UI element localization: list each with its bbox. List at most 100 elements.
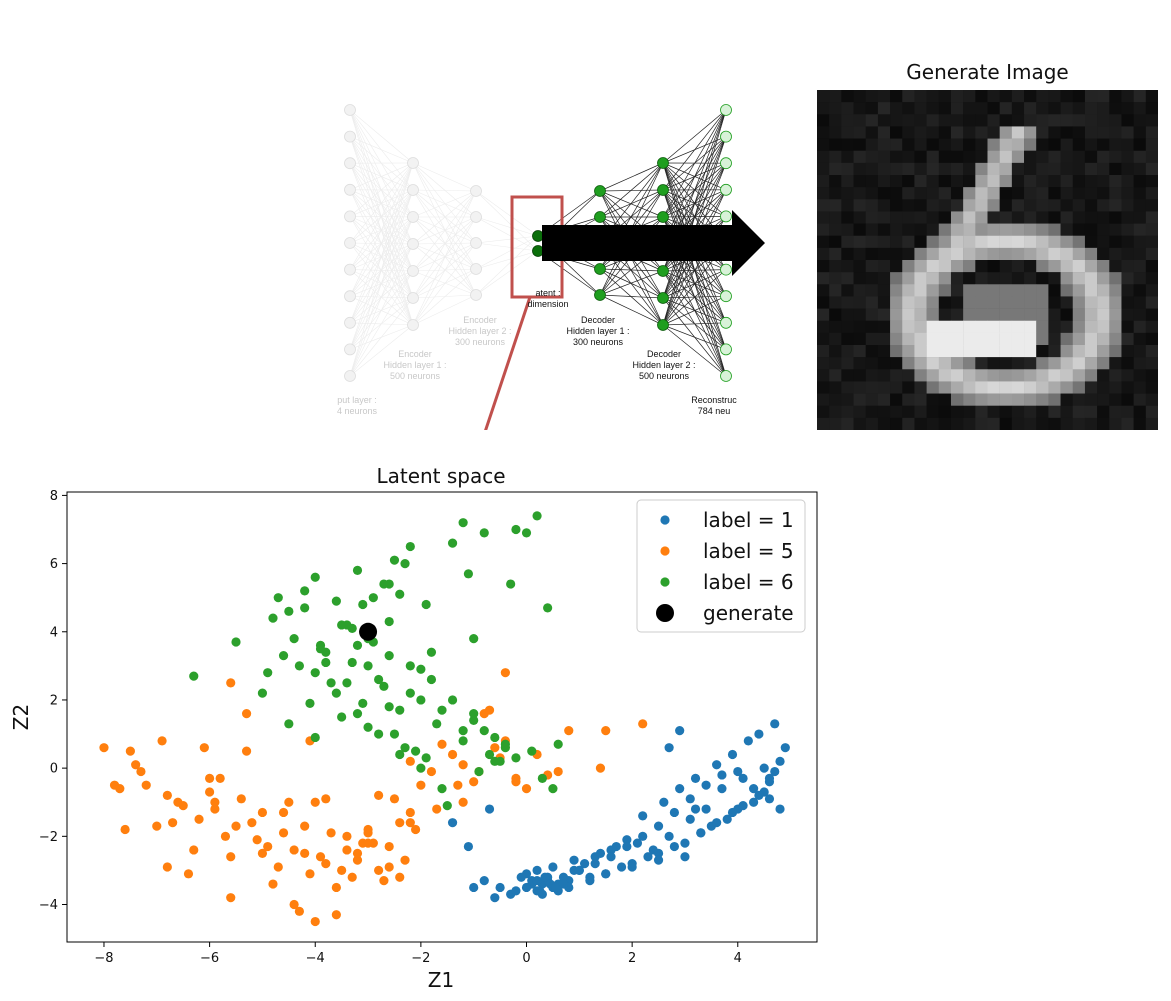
neuron <box>720 157 732 170</box>
scatter-point <box>664 743 674 753</box>
image-pixel <box>841 369 854 382</box>
neuron <box>344 370 356 382</box>
image-pixel <box>890 211 903 224</box>
neuron <box>344 183 356 196</box>
connection-line <box>412 216 477 270</box>
image-pixel <box>817 211 830 224</box>
autoencoder-diagram: put layer :4 neurons Encoder Hidden layer… <box>337 104 765 430</box>
x-tick-label: −8 <box>94 951 113 966</box>
neuron <box>720 104 732 116</box>
image-pixel <box>963 247 976 261</box>
image-pixel <box>963 260 976 273</box>
image-pixel <box>1109 260 1122 273</box>
image-pixel <box>1072 223 1086 236</box>
image-pixel <box>1024 223 1037 236</box>
image-pixel <box>1011 175 1025 188</box>
image-pixel <box>1011 417 1025 430</box>
connection-line <box>412 216 477 296</box>
image-pixel <box>938 187 952 200</box>
scatter-point <box>352 848 363 858</box>
image-pixel <box>902 369 915 382</box>
image-pixel <box>975 345 988 358</box>
image-pixel <box>987 162 1000 176</box>
scatter-point <box>437 783 447 794</box>
image-pixel <box>1109 114 1122 127</box>
image-pixel <box>950 284 964 297</box>
image-pixel <box>877 260 891 273</box>
image-pixel <box>890 405 903 419</box>
image-pixel <box>817 260 830 273</box>
image-pixel <box>1145 369 1158 382</box>
image-pixel <box>1060 247 1073 261</box>
image-pixel <box>817 199 830 212</box>
image-pixel <box>950 357 964 370</box>
image-pixel <box>1072 150 1086 164</box>
scatter-point <box>664 831 674 841</box>
connection-line <box>412 162 477 296</box>
image-pixel <box>1084 393 1098 406</box>
connection-line <box>412 242 477 326</box>
image-pixel <box>987 102 1000 115</box>
scatter-point <box>447 695 458 705</box>
connection-line <box>349 243 414 377</box>
image-pixel <box>841 187 854 200</box>
connection-line <box>662 109 727 326</box>
image-pixel <box>853 102 866 115</box>
image-pixel <box>902 138 915 151</box>
scatter-point <box>368 593 378 603</box>
image-pixel <box>865 308 879 321</box>
image-pixel <box>999 102 1013 115</box>
image-pixel <box>1145 138 1158 151</box>
image-pixel <box>1133 187 1147 200</box>
image-pixel <box>1048 90 1061 103</box>
image-pixel <box>975 187 988 200</box>
scatter-point <box>315 852 326 862</box>
neuron <box>344 104 356 116</box>
image-pixel <box>999 199 1013 212</box>
connection-line <box>349 136 414 164</box>
image-pixel <box>1097 393 1110 406</box>
scatter-point <box>205 787 215 797</box>
image-pixel <box>1011 369 1025 382</box>
image-pixel <box>1048 393 1061 406</box>
image-pixel <box>1011 308 1025 321</box>
neuron <box>532 230 544 242</box>
scatter-point <box>759 763 769 773</box>
scatter-point <box>241 746 252 756</box>
image-pixel <box>1109 102 1122 115</box>
image-pixel <box>877 247 891 261</box>
x-tick-label: −4 <box>306 951 325 966</box>
image-pixel <box>865 187 879 200</box>
image-pixel <box>950 296 964 309</box>
scatter-point <box>680 838 690 848</box>
scatter-point <box>764 794 775 804</box>
scatter-point <box>379 681 389 691</box>
scatter-point <box>479 876 489 886</box>
image-pixel <box>938 211 952 224</box>
image-pixel <box>877 332 891 346</box>
image-pixel <box>938 260 952 273</box>
image-pixel <box>999 235 1013 249</box>
scatter-point <box>712 760 722 770</box>
image-pixel <box>926 138 940 151</box>
scatter-point <box>484 749 495 760</box>
scatter-point <box>580 858 590 869</box>
neuron <box>720 263 732 276</box>
image-pixel <box>841 235 854 249</box>
image-pixel <box>926 405 940 419</box>
image-pixel <box>829 162 842 176</box>
image-pixel <box>890 357 903 370</box>
image-pixel <box>853 357 866 370</box>
neuron <box>657 265 669 277</box>
image-pixel <box>963 332 976 346</box>
image-pixel <box>817 369 830 382</box>
image-pixel <box>938 296 952 309</box>
image-pixel <box>1060 369 1073 382</box>
scatter-point <box>405 688 415 698</box>
image-pixel <box>950 126 964 139</box>
image-pixel <box>1048 247 1061 261</box>
image-pixel <box>1036 175 1049 188</box>
image-pixel <box>1060 345 1073 358</box>
image-pixel <box>914 114 927 127</box>
image-pixel <box>975 332 988 346</box>
